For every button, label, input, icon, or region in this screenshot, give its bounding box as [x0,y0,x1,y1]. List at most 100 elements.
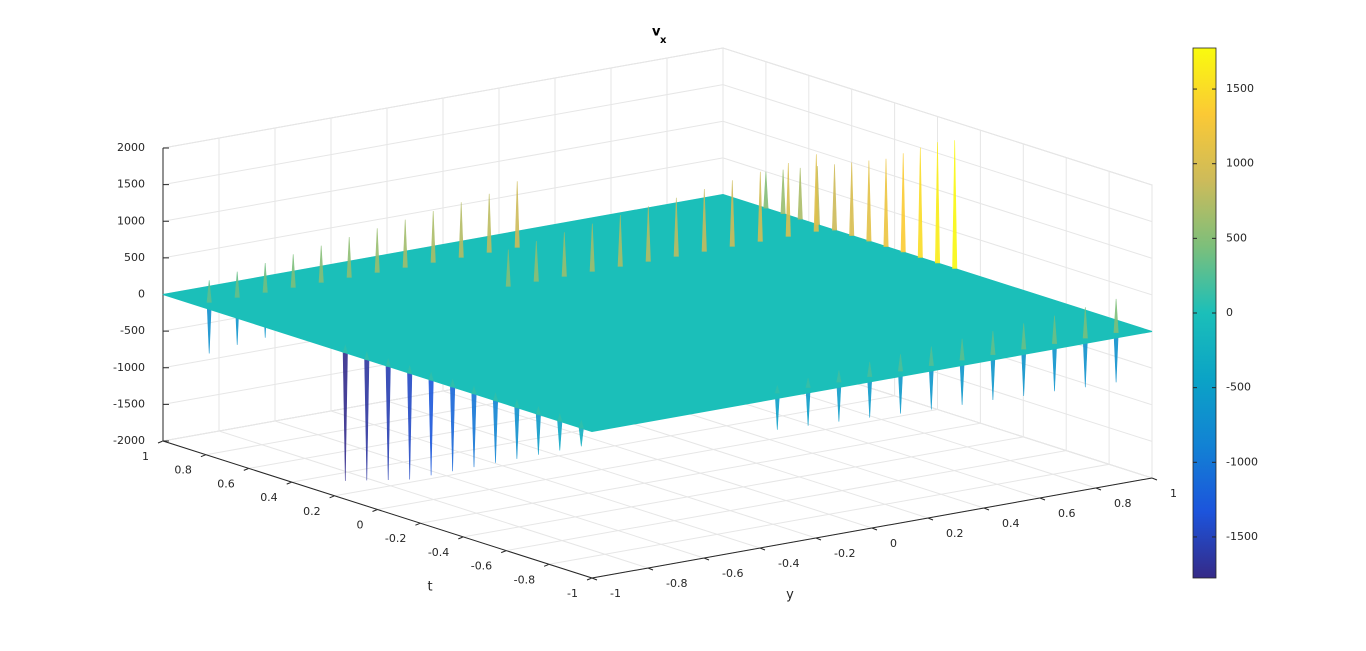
peak-spike [290,254,296,288]
z-tick-label: -1000 [113,361,145,374]
tick-mark [200,454,207,458]
y-tick-label: 1 [1170,487,1177,500]
t-tick-label: 0 [357,519,364,532]
tick-mark [501,550,507,554]
peak-spike [492,392,499,402]
grid-line [162,84,1153,223]
colorbar-tick-label: -1000 [1226,455,1258,468]
peak-spike [831,164,838,231]
z-tick-label: -500 [120,324,145,337]
t-tick-label: 0.6 [217,477,235,490]
z-tick-label: 0 [138,288,145,301]
peak-spike [557,412,563,422]
peak-spike [262,262,268,293]
peak-spike [780,169,786,214]
peak-spike [589,223,595,272]
y-tick-label: -0.4 [778,557,799,570]
peak-spike [449,378,456,388]
peak-spike [928,346,934,366]
t-tick-label: -0.4 [428,546,449,559]
peak-spike [514,399,520,408]
peak-spike [535,405,542,415]
peak-spike [514,181,520,248]
peak-spike [883,158,889,247]
chart-title: v [652,25,661,40]
tick-mark [458,536,464,540]
peak-spike [917,147,923,258]
peak-spike [797,167,803,220]
t-tick-label: 0.8 [174,464,192,477]
y-tick-label: -0.6 [722,567,743,580]
tick-mark [543,563,550,567]
peak-spike [1082,307,1088,339]
grid-line [162,47,1153,186]
y-tick-label: 0.2 [946,527,964,540]
grid-line [162,120,1153,259]
peaks-layer [206,140,1119,429]
peak-spike [471,385,477,395]
peak-spike [385,358,391,367]
peak-spike [990,331,996,355]
colorbar-tick-label: -1500 [1226,530,1258,543]
peak-spike [934,142,941,264]
t-axis-label: t [427,580,432,595]
y-tick-label: -0.2 [834,547,855,560]
colorbar-tick-label: -500 [1226,381,1251,394]
tick-mark [1151,477,1158,481]
colorbar-tick-label: 1000 [1226,157,1254,170]
peak-spike [234,271,240,298]
t-tick-label: 0.2 [303,505,321,518]
peak-spike [763,171,769,209]
y-axis-line [591,477,1153,579]
tick-mark [243,467,249,471]
grid-line [162,157,1153,296]
y-tick-label: 0 [890,537,897,550]
t-tick-label: 1 [142,450,149,463]
peak-spike [645,206,651,262]
colorbar-tick-label: 0 [1226,306,1233,319]
t-tick-label: -0.6 [471,560,492,573]
y-tick-label: 0.4 [1002,517,1020,530]
tick-mark [286,481,292,485]
peak-spike [342,344,348,354]
peak-spike [673,197,679,257]
colorbar-tick-label: 1500 [1226,82,1254,95]
peak-spike [402,219,408,268]
peak-spike [533,240,539,282]
peak-spike [428,371,434,381]
tick-mark [415,522,421,526]
peak-spike [561,232,567,277]
peak-spike [578,419,584,429]
peak-spike [458,202,464,258]
peak-spike [318,245,324,283]
z-tick-label: 1000 [117,214,145,227]
y-tick-label: -1 [610,587,621,600]
t-tick-label: 0.4 [260,491,278,504]
peak-spike [701,188,707,252]
peak-spike [1021,323,1027,350]
peak-spike [374,228,380,273]
peak-spike [364,351,370,360]
chart-title-subscript: x [660,35,667,46]
t-tick-label: -0.8 [514,573,535,586]
peak-spike [959,338,965,361]
peak-spike [486,193,492,253]
tick-mark [157,440,164,444]
t-axis-line [162,440,593,579]
peak-spike [813,154,819,232]
peak-spike [849,162,855,236]
peak-spike [617,214,623,267]
peak-spike [1051,315,1058,344]
z-tick-label: 1500 [117,178,145,191]
peak-spike [407,364,413,374]
peak-spike [867,361,873,377]
tick-mark [329,495,335,499]
peak-spike [836,370,842,383]
tick-mark [372,509,378,512]
t-tick-label: -1 [567,587,578,600]
peak-spike [900,153,906,253]
y-axis-label: y [786,588,794,603]
peak-spike [346,236,352,278]
peak-spike [897,354,904,372]
